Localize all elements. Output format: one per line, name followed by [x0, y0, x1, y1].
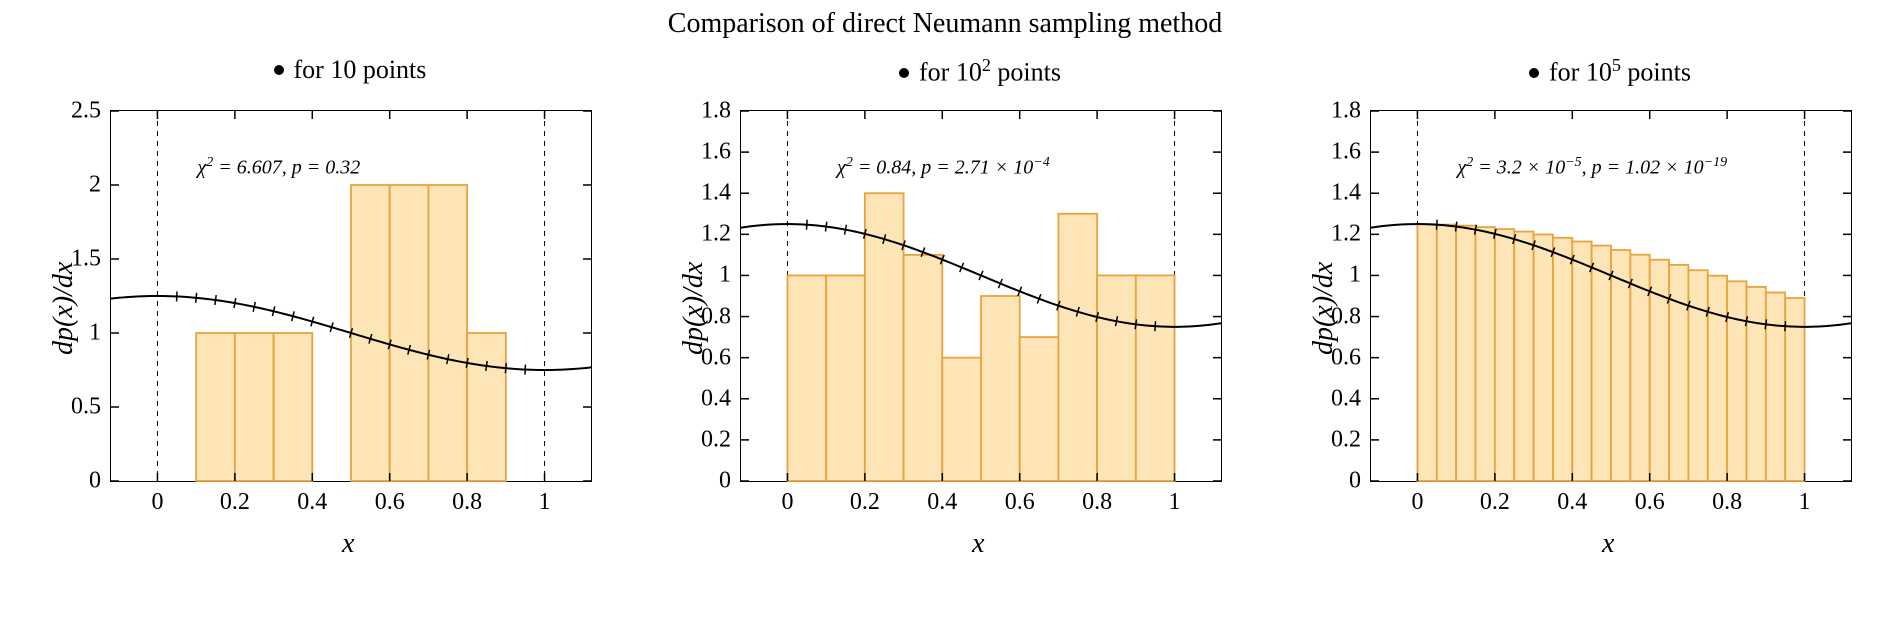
ytick-label: 0 — [1349, 468, 1361, 495]
ytick-label: 1.2 — [1331, 221, 1361, 248]
xtick-label: 0 — [1411, 489, 1423, 516]
xlabel-1: x — [972, 528, 984, 560]
ytick-label: 0.5 — [71, 394, 101, 421]
xtick-label: 0.4 — [297, 489, 327, 516]
ytick-label: 1.8 — [1331, 98, 1361, 125]
ytick-label: 0.4 — [701, 385, 731, 412]
ytick-label: 1.6 — [1331, 139, 1361, 166]
xtick-label: 0.6 — [375, 489, 405, 516]
ytick-label: 2.5 — [71, 98, 101, 125]
xtick-label: 0 — [781, 489, 793, 516]
figure-root: Comparison of direct Neumann sampling me… — [0, 0, 1890, 630]
ytick-label: 1 — [719, 262, 731, 289]
ytick-label: 1.2 — [701, 221, 731, 248]
panel-title-0: for 10 points — [274, 55, 427, 85]
ytick-label: 0 — [719, 468, 731, 495]
panel-title-2: for 105 points — [1529, 55, 1691, 88]
plot-area-2: 00.20.40.60.8100.20.40.60.811.21.41.61.8… — [1370, 110, 1852, 482]
xlabel-2: x — [1602, 528, 1614, 560]
main-title: Comparison of direct Neumann sampling me… — [0, 8, 1890, 40]
ytick-label: 0 — [89, 468, 101, 495]
xtick-label: 0.6 — [1635, 489, 1665, 516]
ytick-label: 2 — [89, 172, 101, 199]
xtick-label: 0.8 — [1082, 489, 1112, 516]
ytick-label: 1.4 — [701, 180, 731, 207]
chi2-annotation-1: χ2 = 0.84, p = 2.71 × 10−4 — [837, 155, 1050, 180]
xtick-label: 0.8 — [452, 489, 482, 516]
xtick-label: 1 — [1169, 489, 1181, 516]
xtick-label: 0.2 — [220, 489, 250, 516]
xtick-label: 1 — [539, 489, 551, 516]
ylabel-0: dp(x)/dx — [48, 262, 80, 355]
xtick-label: 0.8 — [1712, 489, 1742, 516]
ytick-label: 1.4 — [1331, 180, 1361, 207]
xtick-label: 0.4 — [927, 489, 957, 516]
ytick-label: 1.8 — [701, 98, 731, 125]
xlabel-0: x — [342, 528, 354, 560]
ytick-label: 1 — [89, 320, 101, 347]
panel-title-1: for 102 points — [899, 55, 1061, 88]
ylabel-2: dp(x)/dx — [1308, 262, 1340, 355]
xtick-label: 1 — [1799, 489, 1811, 516]
ytick-label: 1.6 — [701, 139, 731, 166]
ytick-label: 0.4 — [1331, 385, 1361, 412]
xtick-label: 0 — [151, 489, 163, 516]
plot-area-0: 00.20.40.60.8100.511.522.5χ2 = 6.607, p … — [110, 110, 592, 482]
ylabel-1: dp(x)/dx — [678, 262, 710, 355]
plot-area-1: 00.20.40.60.8100.20.40.60.811.21.41.61.8… — [740, 110, 1222, 482]
xtick-label: 0.6 — [1005, 489, 1035, 516]
chi2-annotation-0: χ2 = 6.607, p = 0.32 — [197, 155, 360, 180]
ytick-label: 0.2 — [701, 426, 731, 453]
xtick-label: 0.2 — [1480, 489, 1510, 516]
ytick-label: 1 — [1349, 262, 1361, 289]
chi2-annotation-2: χ2 = 3.2 × 10−5, p = 1.02 × 10−19 — [1457, 155, 1727, 180]
ytick-label: 0.2 — [1331, 426, 1361, 453]
xtick-label: 0.4 — [1557, 489, 1587, 516]
xtick-label: 0.2 — [850, 489, 880, 516]
